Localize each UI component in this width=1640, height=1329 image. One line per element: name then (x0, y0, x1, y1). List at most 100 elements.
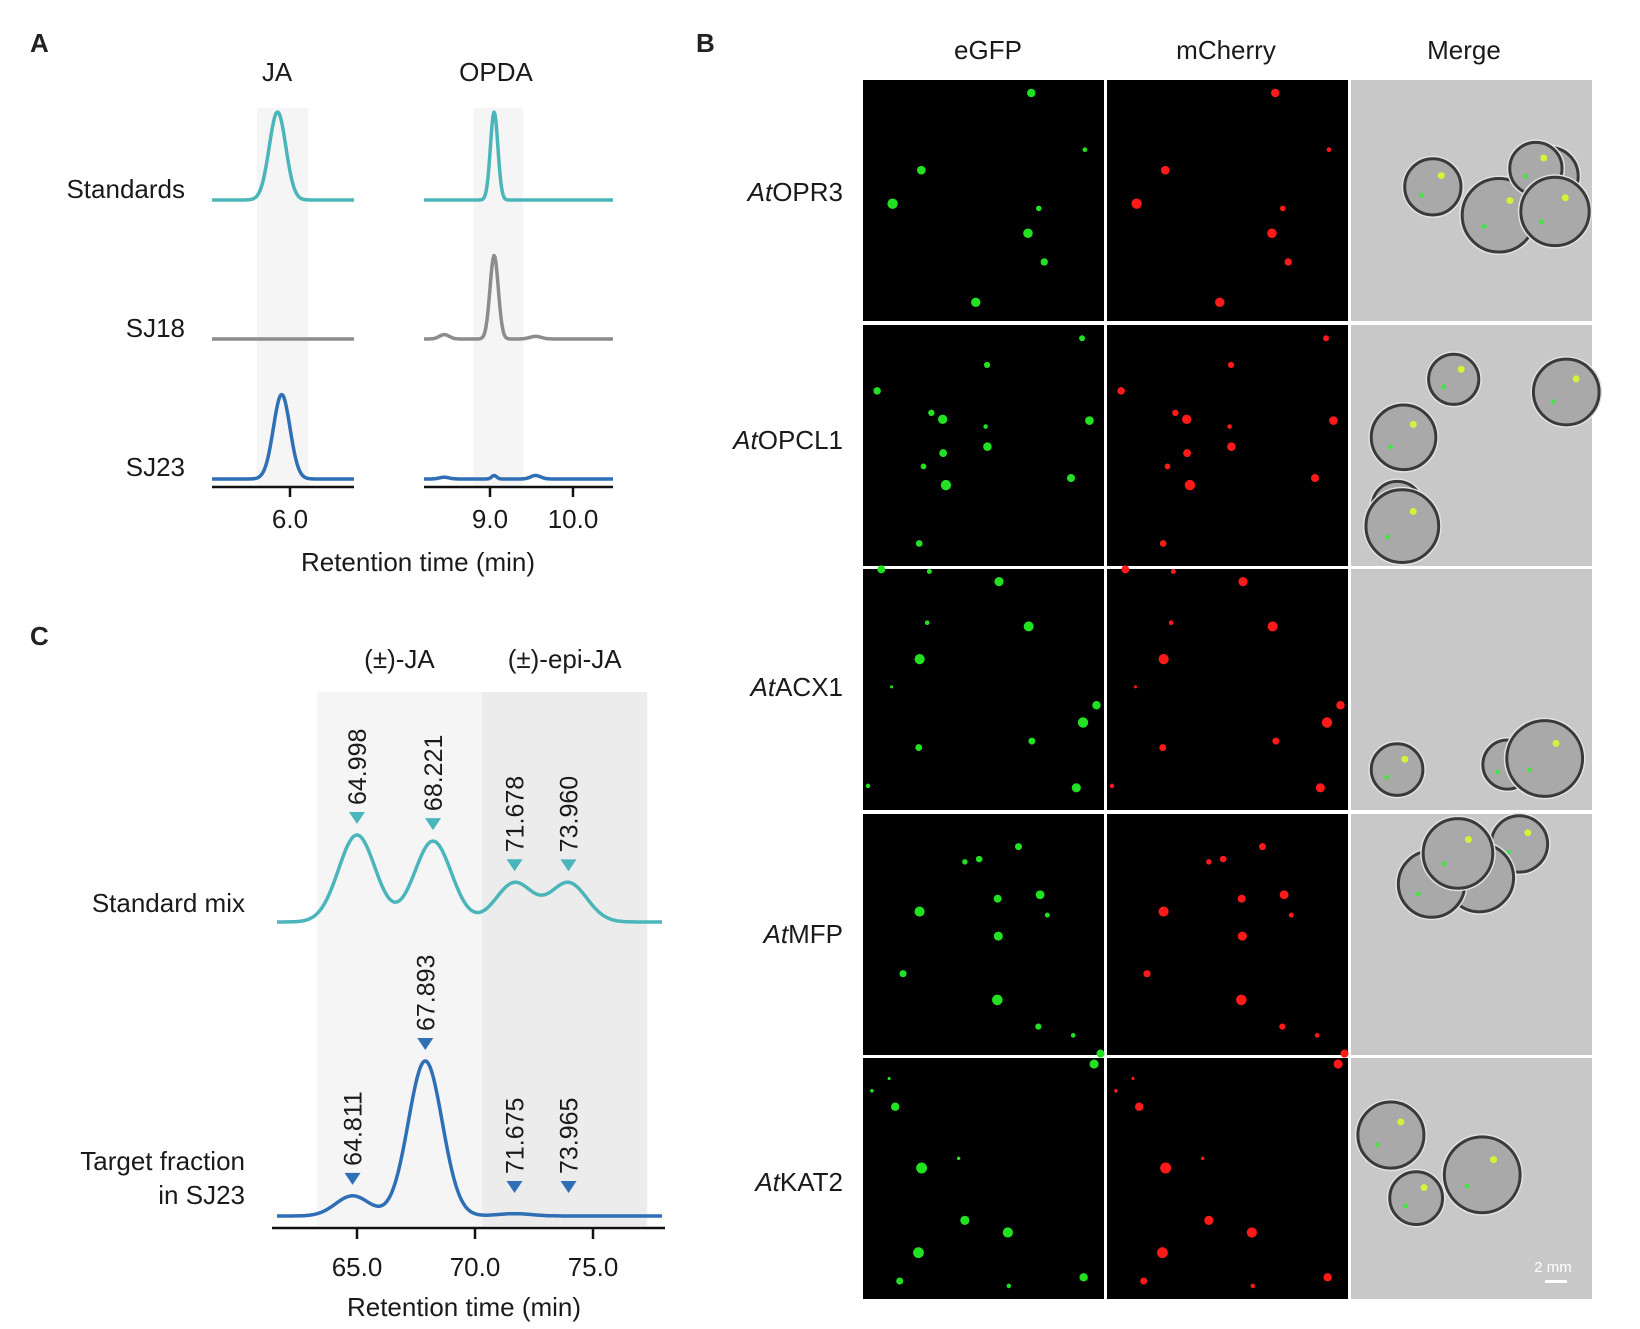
mcherry-punctum (1279, 205, 1286, 212)
mcherry-punctum (1131, 198, 1142, 209)
egfp-punctum (1040, 258, 1048, 266)
peak-label: 73.960 (555, 776, 583, 852)
panel-b-microscopy: eGFP mCherry Merge AtOPR3 AtOPCL1 AtACX1… (731, 35, 1603, 1299)
yeast-cell (1442, 1135, 1522, 1215)
micrograph-opcl1-egfp (863, 325, 1104, 566)
merged-punctum (1490, 1156, 1498, 1164)
egfp-punctum (1385, 534, 1391, 540)
mcherry-punctum (1227, 442, 1236, 451)
egfp-punctum (1026, 88, 1036, 98)
yeast-cell (1421, 817, 1495, 890)
mcherry-punctum (1215, 297, 1225, 308)
mcherry-punctum (1259, 843, 1266, 851)
peak-label: 64.811 (340, 1091, 368, 1166)
egfp-punctum (899, 970, 907, 978)
yeast-cell (1369, 403, 1438, 472)
mcherry-punctum (1158, 906, 1169, 917)
egfp-punctum (993, 894, 1002, 903)
x-tick-label: 65.0 (332, 1252, 383, 1282)
egfp-punctum (1023, 621, 1034, 632)
row-label-target-fraction-line2: in SJ23 (158, 1180, 245, 1210)
mcherry-punctum (1121, 565, 1130, 574)
egfp-punctum (1089, 1059, 1099, 1069)
region-label-epi-ja: (±)-epi-JA (508, 644, 623, 674)
egfp-punctum (913, 1247, 924, 1259)
egfp-punctum (940, 479, 952, 491)
row-label-standard-mix: Standard mix (92, 888, 245, 918)
x-axis-label-a: Retention time (min) (301, 547, 535, 577)
x-tick-label: 9.0 (472, 504, 508, 534)
egfp-punctum (992, 994, 1003, 1006)
egfp-punctum (962, 859, 968, 865)
merged-punctum (1409, 508, 1417, 516)
egfp-punctum (887, 1076, 891, 1080)
micrograph-background (1107, 814, 1348, 1055)
mcherry-punctum (1314, 1033, 1320, 1038)
egfp-punctum (993, 931, 1003, 941)
mcherry-punctum (1310, 474, 1320, 483)
egfp-punctum (1006, 1283, 1012, 1289)
trace-sj23-opda (423, 473, 614, 481)
mcherry-punctum (1288, 912, 1294, 918)
mcherry-punctum (1134, 685, 1138, 689)
mcherry-punctum (1267, 621, 1278, 632)
yeast-cell (1403, 157, 1463, 217)
mcherry-punctum (1168, 620, 1174, 626)
merged-punctum (1464, 835, 1472, 843)
egfp-punctum (924, 620, 930, 626)
micrograph-opcl1-mcherry (1107, 325, 1348, 566)
panel-c-chromatograms: (±)-JA (±)-epi-JA Standard mix Target fr… (80, 644, 665, 1322)
peak-marker-triangle (348, 812, 365, 824)
egfp-punctum (873, 387, 881, 395)
mcherry-punctum (1284, 258, 1292, 266)
mcherry-punctum (1227, 424, 1232, 429)
micrograph-mfp-egfp (863, 814, 1105, 1058)
mcherry-punctum (1159, 540, 1167, 547)
egfp-punctum (926, 569, 932, 575)
micrograph-acx1-mcherry (1107, 565, 1348, 810)
x-tick-label: 75.0 (568, 1252, 619, 1282)
mcherry-punctum (1184, 479, 1196, 491)
egfp-punctum (1035, 1023, 1042, 1030)
micrograph-acx1-egfp (863, 565, 1104, 810)
mcherry-punctum (1279, 890, 1289, 900)
egfp-punctum (1002, 1227, 1013, 1238)
micrograph-kat2-egfp (863, 1058, 1104, 1299)
micrograph-background (863, 1058, 1104, 1299)
micrograph-background (863, 814, 1104, 1055)
egfp-punctum (890, 685, 894, 689)
egfp-punctum (994, 577, 1004, 587)
merged-punctum (1572, 375, 1580, 383)
column-header-merge: Merge (1427, 35, 1501, 65)
mcherry-punctum (1219, 855, 1227, 863)
egfp-punctum (920, 463, 927, 470)
mcherry-punctum (1321, 717, 1333, 728)
mcherry-punctum (1200, 1156, 1205, 1161)
egfp-punctum (1441, 861, 1447, 867)
egfp-punctum (975, 855, 983, 863)
panel-label-b: B (696, 28, 715, 58)
egfp-punctum (870, 1088, 874, 1093)
egfp-punctum (1085, 416, 1094, 425)
micrograph-background (1107, 80, 1348, 321)
mcherry-punctum (1159, 744, 1167, 752)
egfp-punctum (1015, 843, 1022, 851)
egfp-punctum (960, 1215, 970, 1225)
merged-punctum (1401, 755, 1409, 763)
mcherry-punctum (1323, 1273, 1332, 1282)
row-label-opr3: AtOPR3 (746, 177, 843, 207)
egfp-punctum (1527, 767, 1533, 773)
mcherry-punctum (1204, 1215, 1214, 1225)
egfp-punctum (1403, 1203, 1409, 1209)
mcherry-punctum (1170, 569, 1176, 575)
egfp-punctum (1044, 912, 1050, 918)
egfp-punctum (1415, 891, 1421, 897)
egfp-punctum (1538, 219, 1544, 225)
mcherry-punctum (1135, 1102, 1144, 1111)
micrograph-background (1107, 1058, 1348, 1299)
egfp-punctum (877, 565, 886, 574)
mcherry-punctum (1250, 1283, 1256, 1289)
egfp-punctum (939, 449, 948, 458)
egfp-punctum (983, 424, 988, 429)
